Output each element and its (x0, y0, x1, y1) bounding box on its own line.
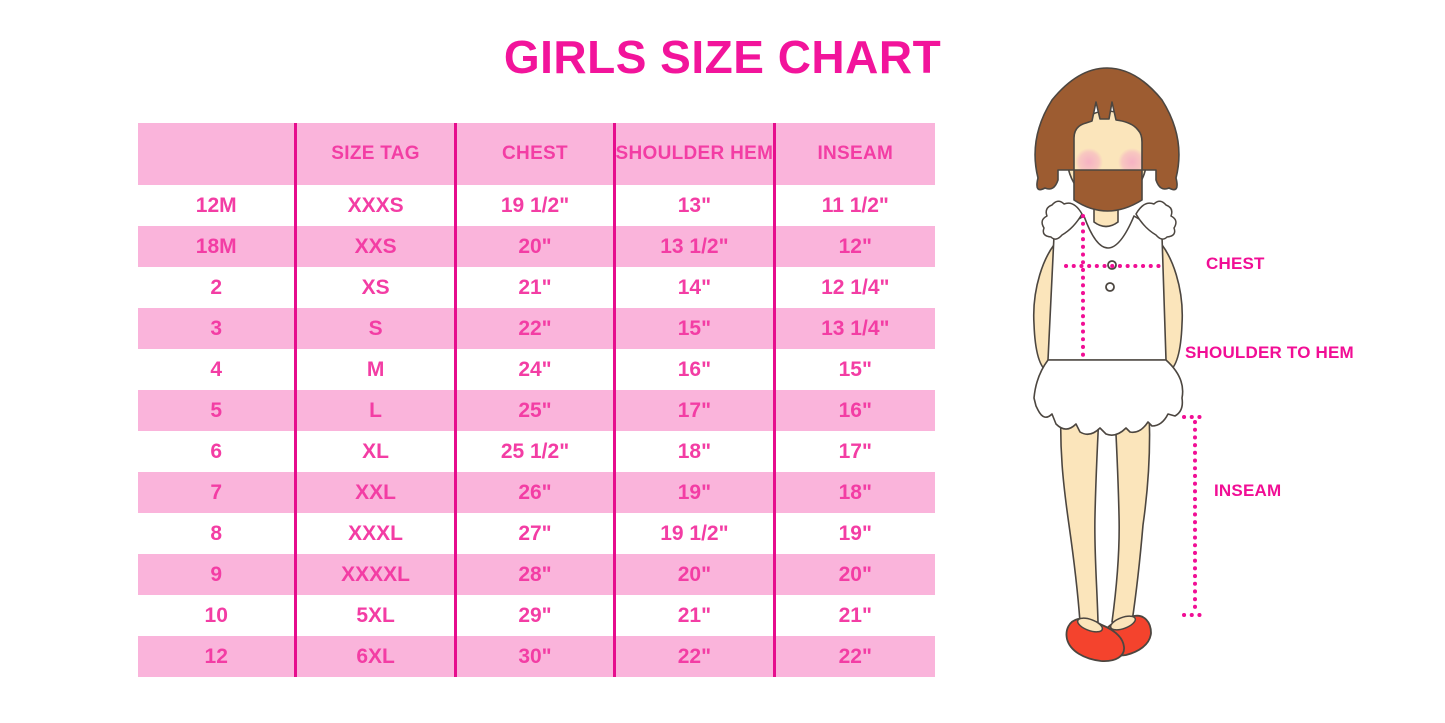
table-cell: 20" (838, 562, 872, 586)
table-cell: XXXXL (297, 554, 457, 595)
table-cell: 22" (838, 644, 872, 668)
table-cell: 18M (138, 226, 298, 267)
table-cell: 12 1/4" (821, 275, 890, 299)
table-cell: 14" (616, 267, 776, 308)
table-header-row: SIZE TAG CHEST SHOULDER HEM INSEAM (138, 123, 935, 185)
table-cell: 12" (838, 234, 872, 258)
girl-legs (1059, 391, 1151, 623)
table-cell: 15" (616, 308, 776, 349)
table-cell: 18" (838, 480, 872, 504)
table-cell: 21" (616, 595, 776, 636)
table-row: 6 XL 25 1/2" 18" 17" (138, 431, 935, 472)
table-cell: XXXL (297, 513, 457, 554)
table-cell: XS (297, 267, 457, 308)
table-cell: 16" (616, 349, 776, 390)
table-cell: XXL (297, 472, 457, 513)
table-cell: 20" (457, 226, 617, 267)
table-row: 4 M 24" 16" 15" (138, 349, 935, 390)
table-cell: 19" (838, 521, 872, 545)
table-cell: 17" (616, 390, 776, 431)
table-cell: 9 (138, 554, 298, 595)
table-cell: 11 1/2" (821, 193, 889, 217)
table-cell: XXS (297, 226, 457, 267)
table-cell: S (297, 308, 457, 349)
table-cell: 19 1/2" (616, 513, 776, 554)
table-row: 2 XS 21" 14" 12 1/4" (138, 267, 935, 308)
table-cell: 15" (838, 357, 872, 381)
table-cell: 21" (838, 603, 872, 627)
table-cell: 19" (616, 472, 776, 513)
table-cell: 13 1/4" (821, 316, 890, 340)
table-cell: 3 (138, 308, 298, 349)
girl-measurement-illustration (1032, 67, 1208, 662)
header-chest: CHEST (457, 123, 617, 185)
table-cell: 27" (457, 513, 617, 554)
size-chart-table: SIZE TAG CHEST SHOULDER HEM INSEAM 12M XXXS 19… (138, 123, 935, 677)
table-cell: 8 (138, 513, 298, 554)
table-row: 8 XXXL 27" 19 1/2" 19" (138, 513, 935, 554)
table-cell: 5 (138, 390, 298, 431)
table-cell: 10 (138, 595, 298, 636)
header-inseam: INSEAM (817, 143, 894, 164)
table-cell: 2 (138, 267, 298, 308)
chest-measurement-label: CHEST (1206, 254, 1265, 273)
table-cell: 29" (457, 595, 617, 636)
page-title: GIRLS SIZE CHART (503, 31, 942, 83)
table-row: 7 XXL 26" 19" 18" (138, 472, 935, 513)
table-cell: 18" (616, 431, 776, 472)
girl-shoes (1065, 614, 1152, 662)
header-size-tag: SIZE TAG (297, 123, 457, 185)
table-cell: 6XL (297, 636, 457, 677)
table-cell: 13" (616, 185, 776, 226)
shoulder-to-hem-measurement-label: SHOULDER TO HEM (1185, 343, 1354, 362)
table-row: 5 L 25" 17" 16" (138, 390, 935, 431)
table-cell: 25" (457, 390, 617, 431)
table-cell: 25 1/2" (457, 431, 617, 472)
table-cell: 17" (838, 439, 872, 463)
table-row: 9 XXXXL 28" 20" 20" (138, 554, 935, 595)
inseam-measurement-label: INSEAM (1214, 481, 1282, 500)
table-cell: 26" (457, 472, 617, 513)
table-cell: 5XL (297, 595, 457, 636)
table-cell: M (297, 349, 457, 390)
table-cell: 12M (138, 185, 298, 226)
table-row: 10 5XL 29" 21" 21" (138, 595, 935, 636)
table-cell: 6 (138, 431, 298, 472)
header-shoulder-hem: SHOULDER HEM (616, 123, 776, 185)
table-cell: 13 1/2" (616, 226, 776, 267)
table-cell: 28" (457, 554, 617, 595)
table-cell: 24" (457, 349, 617, 390)
table-cell: 12 (138, 636, 298, 677)
table-cell: 30" (457, 636, 617, 677)
girl-blush (1075, 148, 1146, 176)
header-blank (138, 123, 298, 185)
girl-shoulder-ruffles (1041, 200, 1177, 240)
table-row: 3 S 22" 15" 13 1/4" (138, 308, 935, 349)
table-row: 12 6XL 30" 22" 22" (138, 636, 935, 677)
table-cell: 19 1/2" (457, 185, 617, 226)
table-cell: 20" (616, 554, 776, 595)
table-cell: XXXS (297, 185, 457, 226)
table-cell: 4 (138, 349, 298, 390)
table-row: 18M XXS 20" 13 1/2" 12" (138, 226, 935, 267)
girl-hair (1034, 67, 1180, 212)
table-cell: XL (297, 431, 457, 472)
table-cell: 22" (457, 308, 617, 349)
table-cell: 7 (138, 472, 298, 513)
table-cell: 21" (457, 267, 617, 308)
girl-skirt (1033, 359, 1184, 436)
table-cell: 16" (838, 398, 872, 422)
table-cell: L (297, 390, 457, 431)
table-row: 12M XXXS 19 1/2" 13" 11 1/2" (138, 185, 935, 226)
table-cell: 22" (616, 636, 776, 677)
